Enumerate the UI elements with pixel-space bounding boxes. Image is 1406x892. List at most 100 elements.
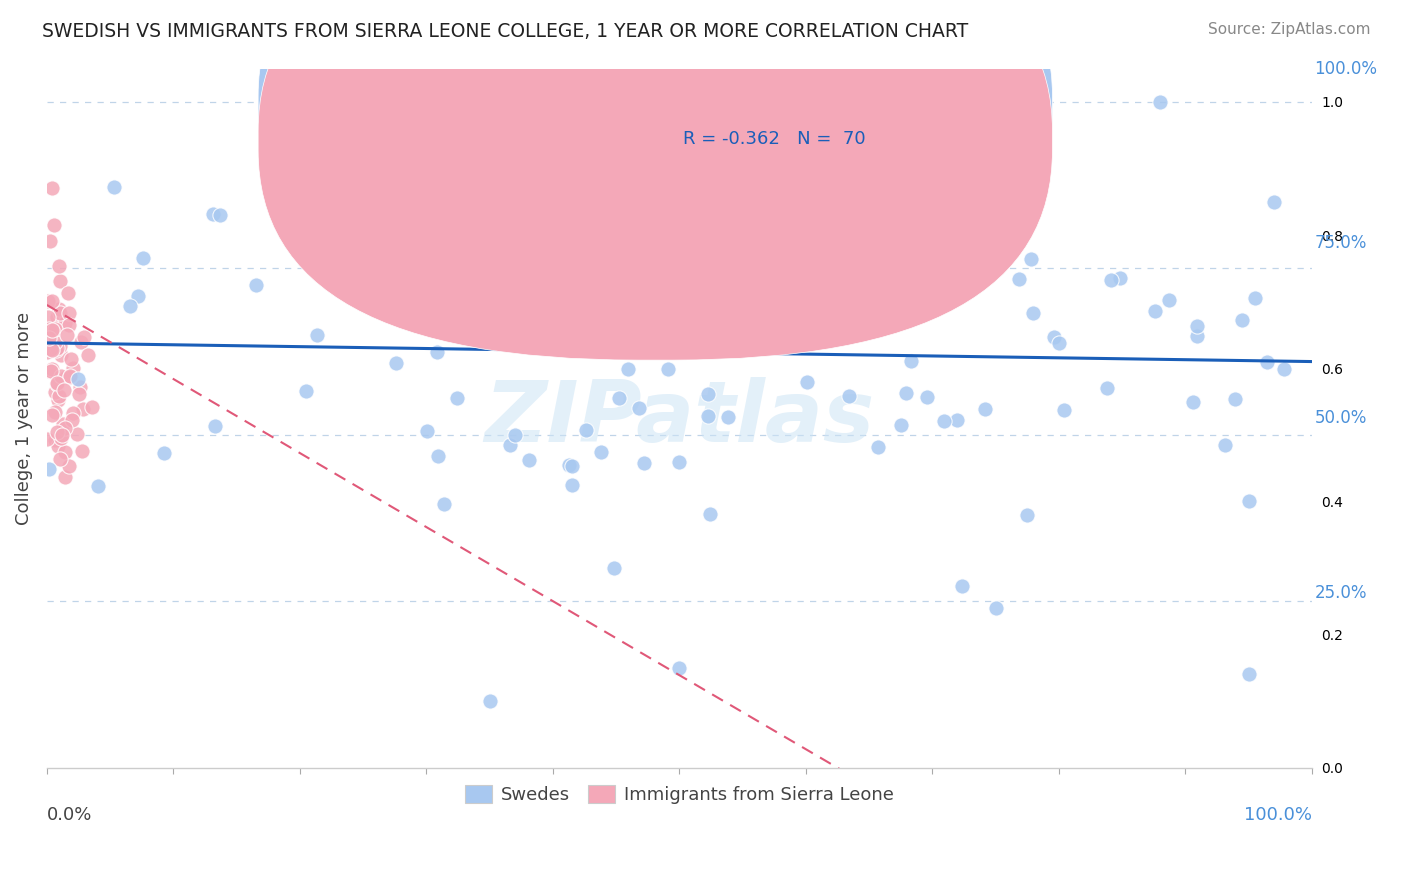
Point (633, 456, 655, 470)
Point (60, 413, 83, 427)
Point (1185, 319, 1208, 334)
Point (1095, 381, 1118, 395)
Point (55, 470, 77, 484)
Point (245, 277, 267, 292)
Point (446, 392, 468, 406)
Point (44, 343, 66, 357)
Point (782, 228, 804, 243)
Point (917, 390, 939, 404)
Point (945, 413, 967, 427)
Point (882, 273, 904, 287)
Point (1213, 438, 1236, 452)
Text: 100.0%: 100.0% (1315, 60, 1378, 78)
Point (39, 364, 62, 378)
Point (49, 452, 72, 467)
Point (696, 409, 718, 423)
Point (668, 661, 690, 675)
Point (984, 601, 1007, 615)
Point (934, 414, 956, 428)
Point (517, 453, 540, 467)
Text: R = -0.362   N =  70: R = -0.362 N = 70 (683, 130, 866, 148)
Point (616, 361, 638, 376)
Point (1047, 335, 1070, 350)
Point (67, 387, 90, 401)
Point (973, 205, 995, 219)
Point (53, 316, 76, 330)
Point (80, 401, 103, 415)
Point (87, 478, 110, 492)
FancyBboxPatch shape (259, 0, 1053, 360)
Point (1244, 291, 1267, 305)
Text: R = -0.036   N = 105: R = -0.036 N = 105 (683, 95, 872, 113)
Point (433, 497, 456, 511)
Point (49, 339, 72, 353)
Point (602, 561, 624, 575)
Point (561, 477, 583, 491)
Point (699, 508, 721, 522)
Point (37, 310, 59, 325)
Point (49, 275, 72, 289)
FancyBboxPatch shape (259, 0, 1053, 326)
Point (1019, 252, 1042, 267)
Point (39, 342, 62, 356)
Point (375, 269, 398, 284)
Point (516, 181, 538, 195)
Point (120, 299, 142, 313)
Point (333, 280, 356, 294)
Point (561, 458, 583, 473)
Point (482, 245, 505, 260)
Point (401, 290, 423, 304)
Point (1263, 194, 1285, 209)
Point (204, 419, 226, 434)
Point (37, 340, 59, 354)
Point (650, 335, 672, 350)
Point (41, 408, 63, 422)
Text: 75.0%: 75.0% (1315, 235, 1367, 252)
Point (44, 405, 66, 419)
Point (45, 376, 67, 391)
Point (69, 335, 91, 350)
Point (416, 424, 439, 438)
Point (38, 364, 60, 378)
Point (58, 318, 80, 332)
Point (499, 438, 522, 452)
Point (44, 335, 66, 350)
Point (591, 445, 613, 459)
Point (1223, 392, 1246, 407)
Point (38, 331, 60, 345)
Point (1187, 329, 1209, 343)
Point (56, 328, 79, 343)
Point (51, 428, 73, 442)
FancyBboxPatch shape (616, 83, 957, 170)
Point (35, 344, 58, 359)
Text: Source: ZipAtlas.com: Source: ZipAtlas.com (1208, 22, 1371, 37)
Point (264, 81, 287, 95)
Legend: Swedes, Immigrants from Sierra Leone: Swedes, Immigrants from Sierra Leone (457, 777, 901, 811)
Point (328, 261, 350, 276)
Point (478, 694, 501, 708)
Point (385, 119, 408, 133)
Point (1237, 494, 1260, 508)
Point (69, 380, 91, 394)
Text: 100.0%: 100.0% (1244, 806, 1312, 824)
Point (305, 328, 328, 343)
Point (627, 401, 650, 415)
Point (55, 370, 77, 384)
Point (785, 212, 807, 227)
Point (1109, 270, 1132, 285)
Text: 25.0%: 25.0% (1315, 584, 1367, 602)
Point (44, 322, 66, 336)
Point (46, 393, 69, 408)
Point (58, 306, 80, 320)
Point (697, 387, 720, 401)
Point (67, 372, 90, 386)
Point (301, 175, 323, 189)
Point (1052, 403, 1074, 417)
Point (49, 431, 72, 445)
Point (72, 402, 94, 417)
Point (53, 444, 76, 458)
Text: 0.0%: 0.0% (46, 806, 93, 824)
Point (838, 389, 860, 403)
Point (41, 361, 63, 376)
Point (58, 458, 80, 473)
